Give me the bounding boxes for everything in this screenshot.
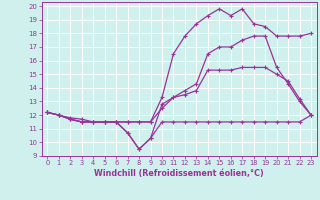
X-axis label: Windchill (Refroidissement éolien,°C): Windchill (Refroidissement éolien,°C) xyxy=(94,169,264,178)
